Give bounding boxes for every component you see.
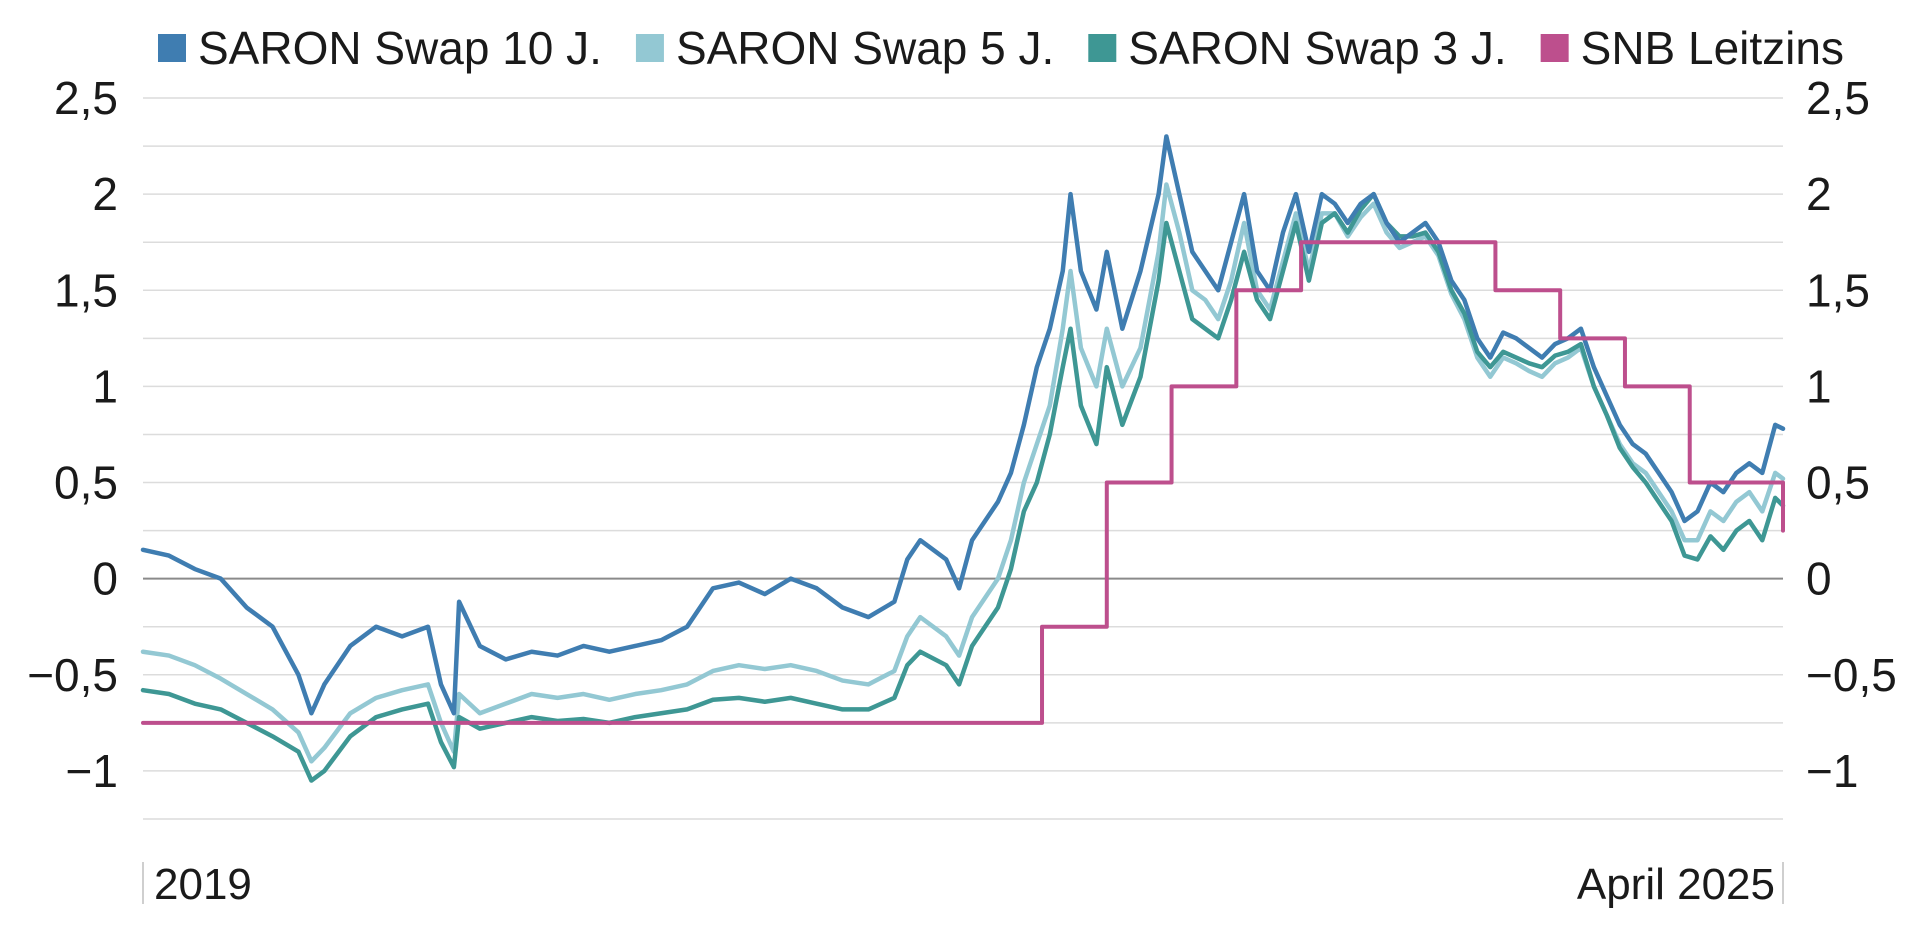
legend-item: SARON Swap 3 J. <box>1088 22 1507 74</box>
x-axis: 2019 April 2025 <box>142 860 1784 909</box>
legend-label: SARON Swap 3 J. <box>1128 22 1506 74</box>
y-tick-label-left: −0,5 <box>27 649 118 701</box>
x-axis-start-label: 2019 <box>154 860 252 909</box>
y-tick-label-right: 1,5 <box>1806 264 1870 316</box>
x-axis-end-label: April 2025 <box>1577 860 1775 909</box>
legend-item: SNB Leitzins <box>1540 22 1844 74</box>
series-line-snb-leitzins <box>141 240 1785 725</box>
y-tick-label-left: 1 <box>92 360 118 412</box>
legend-swatch <box>1088 34 1117 62</box>
series-line-saron-swap-5-j <box>140 182 1786 764</box>
legend-swatch <box>635 34 664 62</box>
y-tick-label-left: 1,5 <box>54 264 118 316</box>
legend-label: SARON Swap 5 J. <box>676 22 1054 74</box>
y-tick-label-right: 2,5 <box>1806 72 1870 124</box>
grid <box>143 97 1783 820</box>
series-line-saron-swap-10-j <box>140 134 1786 716</box>
y-tick-label-left: −1 <box>66 745 118 797</box>
y-tick-label-left: 2 <box>92 168 118 220</box>
legend-swatch <box>158 34 186 62</box>
y-tick-label-right: 0 <box>1806 553 1832 605</box>
plot-area <box>140 134 1786 783</box>
y-tick-label-left: 0,5 <box>54 457 118 509</box>
legend-label: SNB Leitzins <box>1581 22 1844 74</box>
legend-item: SARON Swap 10 J. <box>158 22 602 74</box>
y-tick-label-right: 1 <box>1806 360 1832 412</box>
y-axis-right: 2,5 2 1,5 1 0,5 0 −0,5 −1 <box>1806 72 1897 797</box>
y-tick-label-right: 2 <box>1806 168 1832 220</box>
series-line-saron-swap-3-j <box>140 191 1786 783</box>
y-tick-label-right: 0,5 <box>1806 457 1870 509</box>
y-axis-left: 2,5 2 1,5 1 0,5 0 −0,5 −1 <box>27 72 118 797</box>
legend-label: SARON Swap 10 J. <box>198 22 602 74</box>
y-tick-label-right: −1 <box>1806 745 1858 797</box>
legend-item: SARON Swap 5 J. <box>635 22 1054 74</box>
y-tick-label-right: −0,5 <box>1806 649 1897 701</box>
y-tick-label-left: 0 <box>92 553 118 605</box>
legend: SARON Swap 10 J. SARON Swap 5 J. SARON Swa… <box>158 22 1844 74</box>
y-tick-label-left: 2,5 <box>54 72 118 124</box>
legend-swatch <box>1540 34 1569 62</box>
